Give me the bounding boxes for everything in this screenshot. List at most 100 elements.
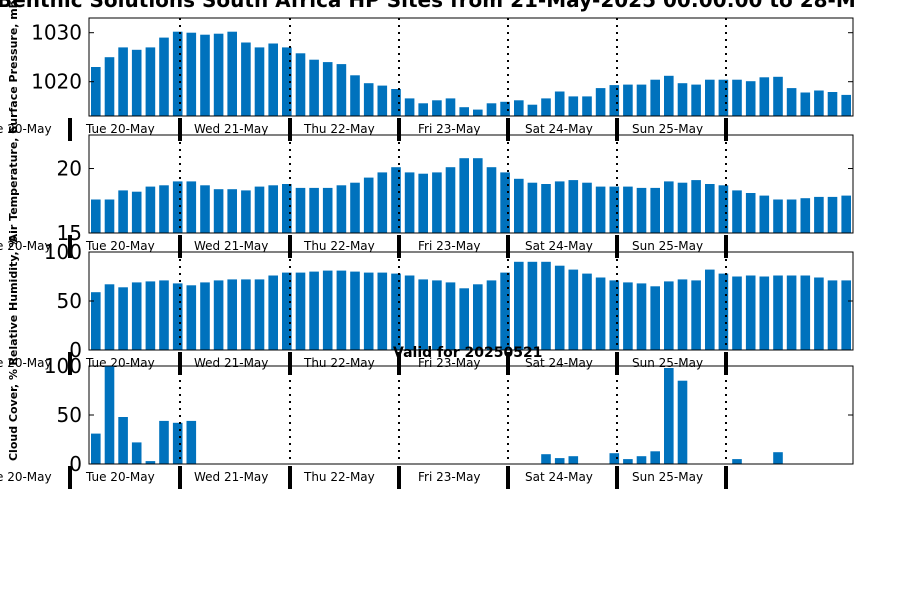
humidity-bar bbox=[254, 279, 265, 350]
pressure-day-label: Tue 20-May bbox=[85, 122, 155, 136]
humidity-bar bbox=[309, 271, 319, 350]
temperature-bar bbox=[227, 189, 237, 233]
pressure-bar bbox=[800, 92, 811, 116]
pressure-day-label: Sat 24-May bbox=[525, 122, 593, 136]
humidity-bar bbox=[459, 288, 469, 350]
pressure-bar bbox=[623, 84, 633, 116]
pressure-bar bbox=[91, 67, 101, 116]
temperature-bar bbox=[677, 182, 688, 233]
humidity-bar bbox=[131, 282, 142, 350]
temperature-bar bbox=[213, 189, 224, 233]
pressure-bar bbox=[773, 76, 783, 116]
temperature-bar bbox=[705, 184, 715, 233]
pressure-bar bbox=[322, 62, 333, 116]
humidity-bar bbox=[500, 272, 510, 350]
pressure-bar bbox=[118, 47, 128, 116]
pressure-day-label: Fri 23-May bbox=[418, 122, 481, 136]
humidity-bar bbox=[786, 275, 797, 350]
pressure-bar bbox=[282, 47, 292, 116]
temperature-bar bbox=[145, 186, 156, 233]
pressure-bar bbox=[841, 94, 851, 116]
temperature-bar bbox=[91, 199, 101, 233]
humidity-bar bbox=[514, 261, 524, 350]
temperature-bar bbox=[445, 167, 456, 233]
pressure-bar bbox=[514, 100, 524, 116]
temperature-bar bbox=[254, 186, 265, 233]
humidity-bar bbox=[636, 283, 647, 350]
temperature-bar bbox=[118, 190, 128, 233]
humidity-bar bbox=[827, 280, 838, 350]
temperature-bar bbox=[391, 167, 401, 233]
pressure-bar bbox=[363, 83, 374, 116]
cloud-bar bbox=[677, 380, 688, 464]
pressure-bar bbox=[404, 98, 415, 116]
pressure-bar bbox=[432, 100, 442, 116]
cloud-edge-day-label: e 20-May bbox=[0, 470, 52, 484]
temperature-bar bbox=[404, 172, 415, 233]
pressure-bar bbox=[213, 33, 224, 117]
pressure-bar bbox=[705, 79, 715, 116]
temperature-day-label: Fri 23-May bbox=[418, 239, 481, 253]
temperature-ytick-label: 20 bbox=[57, 157, 82, 181]
pressure-bar bbox=[718, 79, 729, 116]
pressure-bar bbox=[459, 107, 469, 116]
humidity-bar bbox=[118, 287, 128, 350]
temperature-bar bbox=[486, 167, 497, 233]
cloud-bar bbox=[91, 433, 101, 464]
pressure-bar bbox=[377, 85, 388, 116]
pressure-bar bbox=[350, 75, 360, 116]
temperature-bar bbox=[554, 181, 565, 233]
temperature-bar bbox=[636, 187, 647, 233]
temperature-bar bbox=[432, 172, 442, 233]
temperature-bar bbox=[241, 190, 251, 233]
temperature-ylabel: Air Temperature, C bbox=[7, 126, 20, 243]
cloud-bar bbox=[145, 461, 156, 464]
temperature-bar bbox=[295, 187, 306, 233]
pressure-bar bbox=[200, 34, 210, 117]
cloud-bar bbox=[186, 420, 197, 464]
humidity-bar bbox=[759, 276, 770, 350]
temperature-bar bbox=[186, 181, 197, 233]
humidity-bar bbox=[677, 279, 688, 350]
pressure-bar bbox=[500, 101, 510, 116]
humidity-bar bbox=[527, 261, 538, 350]
humidity-bar bbox=[691, 280, 701, 350]
pressure-bar bbox=[473, 109, 483, 116]
humidity-bar bbox=[432, 280, 442, 350]
cloud-bar bbox=[118, 417, 128, 464]
cloud-bar bbox=[732, 459, 742, 464]
pressure-bar bbox=[309, 59, 319, 116]
temperature-bar bbox=[664, 181, 674, 233]
humidity-bar bbox=[568, 269, 579, 350]
humidity-bar bbox=[104, 284, 115, 350]
temperature-bar bbox=[595, 186, 606, 233]
humidity-bar bbox=[268, 275, 278, 350]
temperature-bar bbox=[282, 184, 292, 233]
cloud-bar bbox=[773, 452, 783, 464]
pressure-bar bbox=[104, 57, 115, 116]
figure-title: Benthic Solutions South Africa HP Sites … bbox=[0, 0, 856, 12]
temperature-bar bbox=[745, 193, 756, 233]
humidity-ytick-label: 50 bbox=[57, 289, 82, 313]
temperature-bar bbox=[172, 181, 183, 233]
temperature-bar bbox=[650, 187, 660, 233]
humidity-bar bbox=[732, 276, 742, 350]
cloud-bar bbox=[159, 420, 169, 464]
humidity-day-label: Tue 20-May bbox=[85, 356, 155, 370]
pressure-bar bbox=[445, 98, 456, 116]
temperature-day-label: Tue 20-May bbox=[85, 239, 155, 253]
humidity-bar bbox=[322, 270, 333, 350]
humidity-bar bbox=[814, 277, 824, 350]
temperature-bar bbox=[691, 180, 701, 233]
humidity-edge-day-label: e 20-May bbox=[0, 356, 52, 370]
pressure-bar bbox=[636, 84, 647, 116]
pressure-bar bbox=[759, 77, 770, 116]
pressure-bar bbox=[172, 31, 183, 117]
humidity-bar bbox=[282, 272, 292, 350]
temperature-bar bbox=[500, 172, 510, 233]
humidity-bar bbox=[186, 285, 197, 350]
cloud-day-label: Thu 22-May bbox=[303, 470, 375, 484]
temperature-bar bbox=[814, 196, 824, 233]
cloud-axes-frame bbox=[88, 365, 854, 465]
